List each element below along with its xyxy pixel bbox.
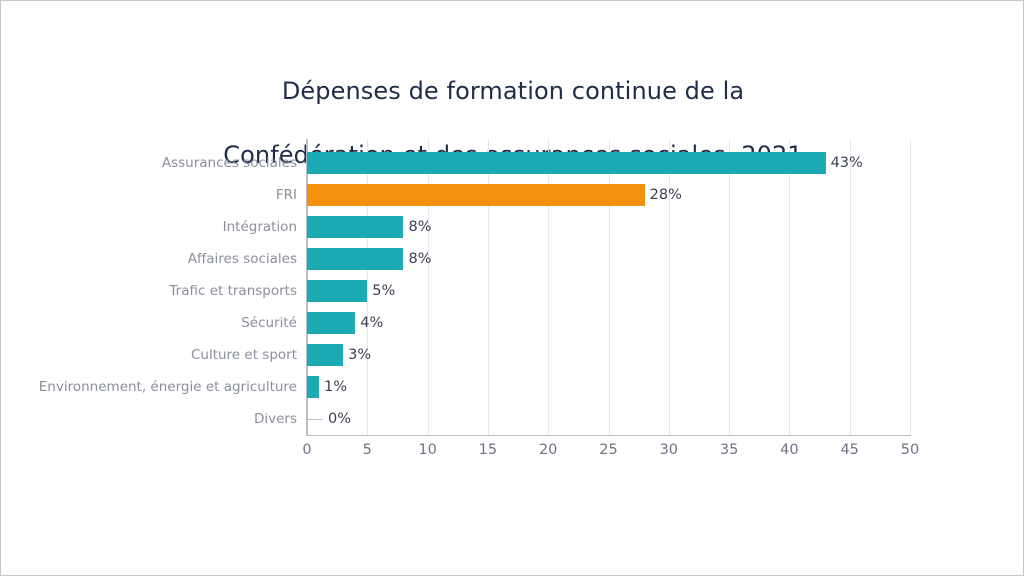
gridline-50 [910, 139, 911, 435]
bar-row: Assurances sociales 43% [162, 147, 910, 179]
x-tick-label: 0 [302, 442, 312, 458]
bar-value-label: 43% [830, 155, 863, 171]
x-axis-line [306, 435, 911, 436]
x-tick-label: 30 [659, 442, 679, 458]
bar[interactable] [307, 344, 344, 366]
bar-value-label: 8% [408, 251, 432, 267]
x-tick-label: 5 [362, 442, 372, 458]
bar-row: Sécurité 4% [241, 307, 910, 339]
x-tick-label: 15 [478, 442, 498, 458]
bar-value-label: 4% [360, 315, 384, 331]
category-label: Trafic et transports [169, 283, 297, 299]
gridline-25 [608, 139, 610, 435]
bar-row: Environnement, énergie et agriculture 1% [39, 371, 910, 403]
bar[interactable] [307, 248, 404, 270]
category-label: Culture et sport [190, 347, 297, 363]
category-label: Environnement, énergie et agriculture [38, 379, 297, 395]
bar-rows: Assurances sociales 43% FRI 28% Intégration 8… [39, 147, 910, 435]
x-tick-label: 35 [719, 442, 739, 458]
bar[interactable] [307, 280, 368, 302]
category-label: Assurances sociales [161, 155, 297, 171]
bar[interactable] [307, 184, 645, 206]
bar-value-label: 28% [649, 187, 682, 203]
bar-row: Intégration 8% [223, 211, 910, 243]
gridline-35 [729, 139, 731, 435]
bar-value-label: 1% [324, 379, 348, 395]
bar-value-label: 5% [372, 283, 396, 299]
category-label: Affaires sociales [187, 251, 297, 267]
x-tick-label: 40 [780, 442, 799, 458]
x-tick-label: 50 [900, 442, 920, 458]
bar-row: Trafic et transports 5% [169, 275, 910, 307]
plot-area: Assurances sociales 43% FRI 28% Intégration 8… [39, 139, 911, 436]
bar[interactable] [307, 419, 323, 420]
bar[interactable] [307, 152, 826, 174]
bar[interactable] [307, 312, 356, 334]
category-label: Sécurité [241, 315, 297, 331]
bar[interactable] [307, 376, 320, 398]
x-tick-label: 10 [418, 442, 437, 458]
chart-title-line-1: Dépenses de formation continue de la [281, 77, 745, 105]
bar[interactable] [307, 216, 404, 238]
gridline-5 [367, 139, 369, 435]
gridline-30 [668, 139, 670, 435]
bar-row: FRI 28% [276, 179, 910, 211]
category-label: Divers [253, 411, 297, 427]
category-label: FRI [275, 187, 297, 203]
category-label: Intégration [222, 219, 297, 235]
bar-value-label: 0% [328, 411, 352, 427]
gridline-20 [548, 139, 550, 435]
bar-value-label: 3% [348, 347, 372, 363]
x-tick-label: 25 [599, 442, 618, 458]
gridline-40 [789, 139, 791, 435]
bar-row: Culture et sport 3% [191, 339, 910, 371]
x-tick-label: 20 [538, 442, 558, 458]
bar-row: Divers 0% [254, 403, 910, 435]
gridline-45 [849, 139, 851, 435]
bar-value-label: 8% [408, 219, 432, 235]
x-axis-tick-labels: 0 5 10 15 20 25 30 35 40 45 50 [302, 439, 919, 463]
gridline-15 [487, 139, 489, 435]
bar-row: Affaires sociales 8% [188, 243, 910, 275]
gridline-10 [427, 139, 429, 435]
x-tick-label: 45 [840, 442, 859, 458]
